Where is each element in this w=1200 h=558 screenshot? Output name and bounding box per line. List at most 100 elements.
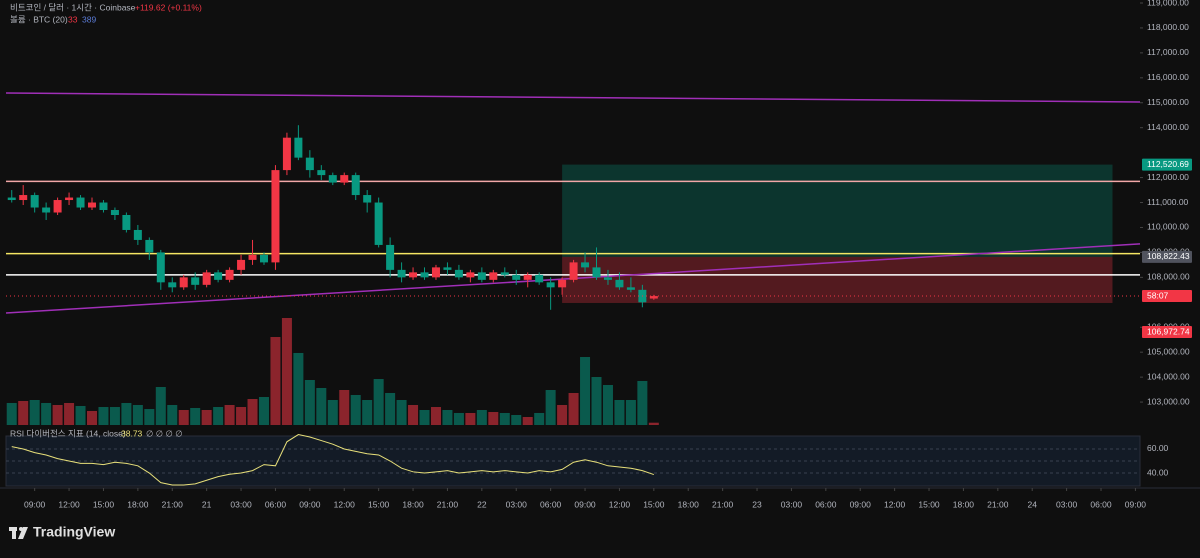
candle-body [397,269,406,278]
volume-bar [178,410,189,425]
candle-body [535,274,544,283]
candle-body [42,207,51,213]
volume-bar [236,407,247,425]
x-tick-label: 18:00 [127,499,149,509]
candle-body [351,175,360,196]
volume-bar [98,407,109,425]
volume-last: 33 [68,14,78,24]
candle-body [30,195,39,208]
x-tick-label: 09:00 [299,499,321,509]
volume-bar [362,400,373,425]
volume-bar [499,412,510,425]
candle-body [317,170,326,176]
candle-body [76,197,85,208]
x-tick-label: 18:00 [678,499,700,509]
volume-bar [408,405,419,425]
candle-body [110,210,119,215]
price-change: +119.62 (+0.11%) [135,2,202,12]
stop-label: 106,972.74 [1147,326,1190,336]
y-tick-label: 114,000.00 [1147,122,1189,132]
trendline [5,92,1141,103]
x-tick-label: 09:00 [24,499,46,509]
rsi-tick-label: 40.00 [1147,467,1169,477]
candle-body [443,267,452,270]
candle-body [168,282,177,288]
candle-body [225,269,234,280]
x-tick-label: 15:00 [368,499,390,509]
y-tick-label: 105,000.00 [1147,346,1190,356]
y-tick-label: 111,000.00 [1147,197,1189,207]
candle-body [145,239,154,253]
x-tick-label: 03:00 [781,499,803,509]
volume-bar [350,395,361,425]
candle-body [237,259,246,270]
rsi-pane [5,435,1141,487]
candle-body [581,262,590,268]
candle-body [328,175,337,183]
candle-body [214,272,223,280]
candle-body [649,296,658,299]
x-tick-label: 18:00 [953,499,975,509]
candle-body [363,195,372,203]
volume-bar [52,405,63,425]
volume-bar [270,337,281,425]
volume-bar [281,317,292,425]
x-tick-label: 06:00 [265,499,287,509]
volume-bar [247,399,258,425]
candle-body [626,287,635,290]
y-tick-label: 119,000.00 [1147,0,1189,7]
volume-bar [86,410,97,425]
candle-body [592,267,601,278]
candle-body [282,137,291,171]
plot-layer: 119,000.00 118,000.00 117,000.00 116,000.00… [5,0,1192,509]
brand: TradingView [33,524,115,540]
x-tick-label: 12:00 [609,499,631,509]
candle-body [454,269,463,278]
volume-bar [465,412,476,425]
rsi-line [11,434,654,486]
volume-bar [155,387,166,425]
volume-bar [293,352,304,425]
candle-body [271,170,280,263]
volume-bar [637,380,648,425]
volume-bar [396,400,407,425]
candle-body [133,229,142,240]
volume-bar [339,390,350,425]
x-tick-label: 06:00 [540,499,562,509]
candle-body [431,267,440,278]
target-label-bg [1142,158,1192,171]
volume-bar [430,407,441,425]
volume-bar [453,412,464,425]
x-tick-label: 03:00 [506,499,528,509]
volume-bar [121,402,132,425]
candle-body [7,197,16,201]
volume-bar [64,402,75,425]
x-tick-label: 06:00 [1090,499,1112,509]
volume-bar [18,400,29,425]
volume-bar [224,405,235,425]
rsi-tick-label: 60.00 [1147,443,1169,453]
y-tick-label: 104,000.00 [1147,371,1190,381]
volume-bar [602,385,613,425]
volume-bar [591,377,602,425]
candle-body [489,272,498,280]
x-tick-label: 06:00 [815,499,837,509]
volume-bar [625,400,636,425]
x-tick-label: 15:00 [643,499,665,509]
volume-bar [316,387,327,425]
volume-bar [41,402,52,425]
countdown-label: 58:07 [1147,290,1169,300]
x-tick-label: 22 [477,499,487,509]
rsi-value: 38.73 [121,428,143,438]
volume-bar [511,415,522,425]
candle-body [53,200,62,213]
y-tick-label: 117,000.00 [1147,47,1189,57]
volume-bar [522,417,533,425]
entry-label-bg [1142,250,1192,263]
candle-body [500,272,509,275]
volume-bar [144,409,155,425]
volume-bar [557,405,568,425]
candle-body [420,272,429,278]
volume-bar [201,410,212,425]
